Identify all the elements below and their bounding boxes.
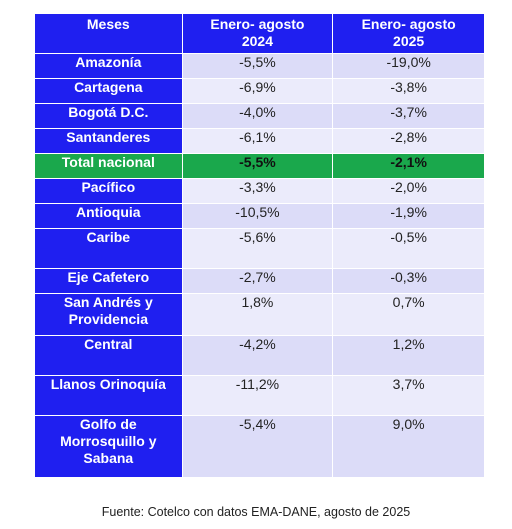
value-2025: -3,8% xyxy=(332,78,485,104)
total-label: Total nacional xyxy=(34,153,183,179)
value-2025: 9,0% xyxy=(332,415,485,478)
header-2025-line1: Enero- agosto xyxy=(361,16,456,32)
value-2025: 1,2% xyxy=(332,335,485,376)
region-name: Bogotá D.C. xyxy=(34,103,183,129)
value-2024: -5,4% xyxy=(181,415,334,478)
value-2024: -2,7% xyxy=(181,268,334,294)
value-2024: -11,2% xyxy=(181,375,334,416)
value-2024: -3,3% xyxy=(181,178,334,204)
total-row: Total nacional -5,5% -2,1% xyxy=(34,153,485,179)
header-2025: Enero- agosto 2025 xyxy=(332,13,485,54)
header-2025-line2: 2025 xyxy=(393,33,425,49)
value-2024: -6,1% xyxy=(181,128,334,154)
region-name: Antioquia xyxy=(34,203,183,229)
value-2024: 1,8% xyxy=(181,293,334,336)
table-row: San Andrés y Providencia 1,8% 0,7% xyxy=(34,293,485,336)
value-2025: -1,9% xyxy=(332,203,485,229)
total-value-2024: -5,5% xyxy=(181,153,334,179)
value-2025: -2,0% xyxy=(332,178,485,204)
table-row: Antioquia -10,5% -1,9% xyxy=(34,203,485,229)
region-variation-table: Meses Enero- agosto 2024 Enero- agosto 2… xyxy=(34,13,485,478)
value-2025: 3,7% xyxy=(332,375,485,416)
header-2024-line1: Enero- agosto xyxy=(210,16,305,32)
value-2024: -4,2% xyxy=(181,335,334,376)
value-2024: -5,6% xyxy=(181,228,334,269)
region-name: Santanderes xyxy=(34,128,183,154)
value-2025: -0,3% xyxy=(332,268,485,294)
source-note: Fuente: Cotelco con datos EMA-DANE, agos… xyxy=(101,505,411,519)
table-row: Santanderes -6,1% -2,8% xyxy=(34,128,485,154)
region-name: Pacífico xyxy=(34,178,183,204)
value-2024: -6,9% xyxy=(181,78,334,104)
value-2025: -3,7% xyxy=(332,103,485,129)
table-row: Eje Cafetero -2,7% -0,3% xyxy=(34,268,485,294)
header-2024: Enero- agosto 2024 xyxy=(181,13,334,54)
region-name: Caribe xyxy=(34,228,183,269)
region-name: Golfo de Morrosquillo y Sabana xyxy=(34,415,183,478)
value-2025: -19,0% xyxy=(332,53,485,79)
header-meses: Meses xyxy=(34,13,183,54)
region-name: Cartagena xyxy=(34,78,183,104)
table-header-row: Meses Enero- agosto 2024 Enero- agosto 2… xyxy=(34,13,485,54)
table-row: Bogotá D.C. -4,0% -3,7% xyxy=(34,103,485,129)
value-2025: -2,8% xyxy=(332,128,485,154)
header-2024-line2: 2024 xyxy=(241,33,273,49)
region-name: Eje Cafetero xyxy=(34,268,183,294)
table-row: Pacífico -3,3% -2,0% xyxy=(34,178,485,204)
value-2024: -4,0% xyxy=(181,103,334,129)
table-row: Cartagena -6,9% -3,8% xyxy=(34,78,485,104)
region-name: Llanos Orinoquía xyxy=(34,375,183,416)
table-row: Caribe -5,6% -0,5% xyxy=(34,228,485,269)
table-row: Llanos Orinoquía -11,2% 3,7% xyxy=(34,375,485,416)
total-value-2025: -2,1% xyxy=(332,153,485,179)
value-2024: -5,5% xyxy=(181,53,334,79)
table-row: Central -4,2% 1,2% xyxy=(34,335,485,376)
value-2025: 0,7% xyxy=(332,293,485,336)
region-name: Amazonía xyxy=(34,53,183,79)
region-name: Central xyxy=(34,335,183,376)
value-2025: -0,5% xyxy=(332,228,485,269)
region-name: San Andrés y Providencia xyxy=(34,293,183,336)
value-2024: -10,5% xyxy=(181,203,334,229)
table-row: Golfo de Morrosquillo y Sabana -5,4% 9,0… xyxy=(34,415,485,478)
table-row: Amazonía -5,5% -19,0% xyxy=(34,53,485,79)
